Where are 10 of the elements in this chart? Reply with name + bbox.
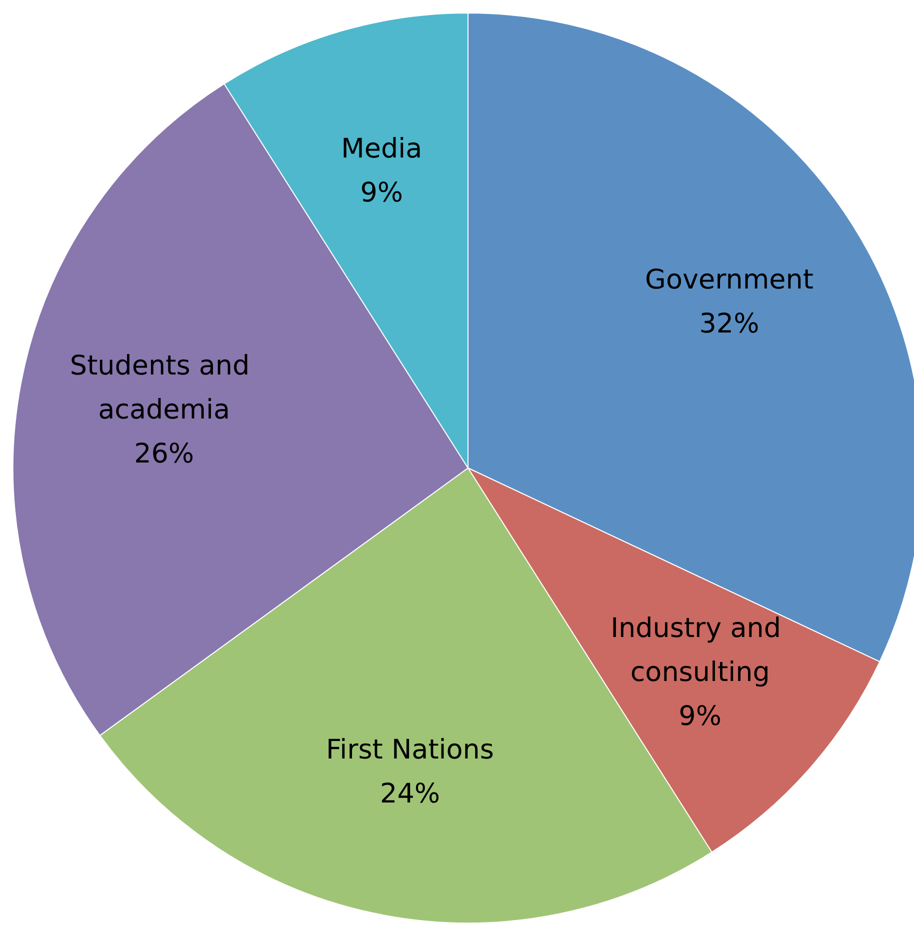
- data-label: 32%: [699, 308, 760, 340]
- data-label: 9%: [360, 177, 404, 208]
- slice-label: Industry and consulting: [610, 613, 790, 688]
- slice-label: First Nations: [326, 734, 494, 766]
- slice-label: Students and academia: [70, 350, 258, 426]
- data-label: 26%: [134, 438, 194, 470]
- data-label: 9%: [678, 701, 722, 732]
- data-label: 24%: [380, 778, 440, 810]
- slice-label: Media: [341, 133, 422, 164]
- slice-label: Government: [645, 264, 814, 296]
